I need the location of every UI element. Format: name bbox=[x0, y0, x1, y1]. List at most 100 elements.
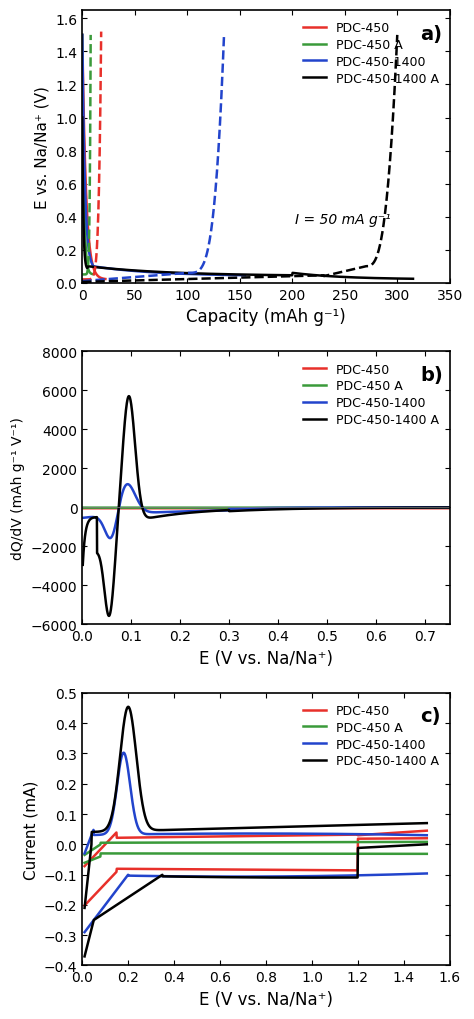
PDC-450 A bbox=[80, 30, 85, 42]
PDC-450 A bbox=[447, 502, 453, 515]
PDC-450-1400 bbox=[158, 267, 164, 279]
Line: PDC-450: PDC-450 bbox=[82, 36, 105, 279]
PDC-450-1400 bbox=[233, 827, 238, 840]
PDC-450 A bbox=[80, 35, 85, 47]
PDC-450 bbox=[447, 502, 453, 515]
PDC-450 bbox=[232, 830, 238, 843]
PDC-450 bbox=[93, 268, 99, 280]
PDC-450-1400 A bbox=[410, 273, 416, 285]
PDC-450-1400 A bbox=[99, 561, 104, 574]
PDC-450-1400 bbox=[80, 513, 86, 525]
PDC-450 A bbox=[258, 502, 264, 515]
Legend: PDC-450, PDC-450 A, PDC-450-1400, PDC-450-1400 A: PDC-450, PDC-450 A, PDC-450-1400, PDC-45… bbox=[298, 17, 444, 91]
PDC-450-1400 bbox=[259, 502, 264, 515]
PDC-450 bbox=[80, 35, 85, 47]
PDC-450-1400 bbox=[437, 501, 442, 514]
Text: c): c) bbox=[420, 707, 441, 726]
PDC-450-1400 bbox=[447, 501, 453, 514]
PDC-450-1400 A bbox=[106, 610, 112, 623]
PDC-450-1400 A bbox=[364, 272, 370, 284]
Text: I = 50 mA g⁻¹: I = 50 mA g⁻¹ bbox=[295, 213, 391, 226]
PDC-450-1400 bbox=[99, 518, 104, 530]
PDC-450-1400 A bbox=[220, 822, 226, 835]
PDC-450 bbox=[436, 502, 442, 515]
PDC-450 bbox=[93, 269, 99, 281]
PDC-450-1400 A bbox=[290, 268, 296, 280]
PDC-450-1400 A bbox=[100, 263, 105, 275]
PDC-450-1400 bbox=[125, 479, 130, 491]
PDC-450 bbox=[348, 828, 354, 841]
PDC-450 bbox=[102, 273, 108, 285]
PDC-450 A bbox=[369, 502, 374, 515]
Line: PDC-450-1400 A: PDC-450-1400 A bbox=[83, 396, 450, 616]
PDC-450 A bbox=[348, 837, 354, 849]
PDC-450-1400 A bbox=[437, 502, 442, 515]
PDC-450 bbox=[436, 502, 442, 515]
PDC-450-1400 bbox=[117, 762, 122, 774]
PDC-450 bbox=[424, 824, 429, 837]
Line: PDC-450-1400 A: PDC-450-1400 A bbox=[84, 707, 427, 908]
PDC-450-1400 A bbox=[117, 755, 122, 767]
PDC-450-1400 A bbox=[437, 502, 442, 515]
PDC-450-1400 A bbox=[447, 501, 453, 514]
PDC-450 A bbox=[88, 268, 94, 280]
PDC-450-1400 A bbox=[249, 504, 255, 517]
PDC-450-1400 bbox=[349, 828, 355, 841]
PDC-450-1400 A bbox=[233, 822, 238, 835]
Line: PDC-450-1400: PDC-450-1400 bbox=[84, 753, 427, 854]
PDC-450-1400 bbox=[82, 848, 87, 860]
PDC-450 A bbox=[436, 502, 442, 515]
PDC-450 A bbox=[220, 837, 226, 849]
PDC-450-1400 A bbox=[280, 270, 286, 282]
PDC-450-1400 A bbox=[272, 270, 277, 282]
Legend: PDC-450, PDC-450 A, PDC-450-1400, PDC-450-1400 A: PDC-450, PDC-450 A, PDC-450-1400, PDC-45… bbox=[298, 699, 444, 772]
PDC-450 A bbox=[89, 269, 95, 281]
PDC-450-1400 bbox=[167, 268, 173, 280]
PDC-450-1400 A bbox=[330, 271, 336, 283]
PDC-450-1400 bbox=[107, 533, 113, 545]
X-axis label: Capacity (mAh g⁻¹): Capacity (mAh g⁻¹) bbox=[186, 308, 346, 326]
PDC-450-1400 bbox=[220, 827, 226, 840]
Line: PDC-450-1400: PDC-450-1400 bbox=[83, 485, 450, 539]
PDC-450 A bbox=[232, 837, 238, 849]
PDC-450-1400 bbox=[369, 501, 375, 514]
PDC-450 bbox=[249, 502, 255, 515]
PDC-450 bbox=[258, 502, 264, 515]
PDC-450 A bbox=[249, 502, 255, 515]
PDC-450 A bbox=[80, 502, 86, 515]
PDC-450-1400 A bbox=[369, 502, 375, 515]
PDC-450-1400 bbox=[238, 270, 244, 282]
PDC-450 A bbox=[355, 837, 360, 849]
PDC-450-1400 bbox=[121, 747, 127, 759]
PDC-450 bbox=[80, 30, 85, 42]
Line: PDC-450-1400 A: PDC-450-1400 A bbox=[82, 118, 413, 279]
Line: PDC-450 A: PDC-450 A bbox=[84, 842, 427, 855]
PDC-450 A bbox=[86, 265, 91, 277]
PDC-450-1400 A bbox=[125, 701, 131, 713]
PDC-450 A bbox=[90, 269, 96, 281]
PDC-450 bbox=[99, 273, 105, 285]
PDC-450 A bbox=[86, 265, 91, 277]
PDC-450-1400 bbox=[317, 827, 323, 840]
PDC-450-1400 bbox=[80, 30, 85, 42]
PDC-450-1400 A bbox=[80, 112, 85, 124]
PDC-450-1400 A bbox=[82, 902, 87, 914]
Y-axis label: E vs. Na/Na⁺ (V): E vs. Na/Na⁺ (V) bbox=[35, 86, 50, 209]
PDC-450 bbox=[317, 829, 322, 842]
PDC-450-1400 bbox=[157, 267, 163, 279]
Y-axis label: Current (mA): Current (mA) bbox=[23, 780, 38, 879]
PDC-450 A bbox=[117, 837, 122, 849]
PDC-450-1400 bbox=[242, 270, 248, 282]
PDC-450 bbox=[220, 830, 226, 843]
X-axis label: E (V vs. Na/Na⁺): E (V vs. Na/Na⁺) bbox=[199, 989, 333, 1008]
PDC-450 bbox=[355, 828, 360, 841]
PDC-450 bbox=[369, 502, 374, 515]
PDC-450-1400 bbox=[424, 829, 429, 842]
Y-axis label: dQ/dV (mAh g⁻¹ V⁻¹): dQ/dV (mAh g⁻¹ V⁻¹) bbox=[11, 417, 25, 559]
PDC-450-1400 A bbox=[80, 559, 86, 572]
PDC-450 A bbox=[82, 849, 87, 861]
PDC-450-1400 bbox=[176, 268, 182, 280]
PDC-450-1400 A bbox=[126, 390, 132, 403]
Line: PDC-450: PDC-450 bbox=[84, 830, 427, 866]
PDC-450 bbox=[82, 860, 87, 872]
